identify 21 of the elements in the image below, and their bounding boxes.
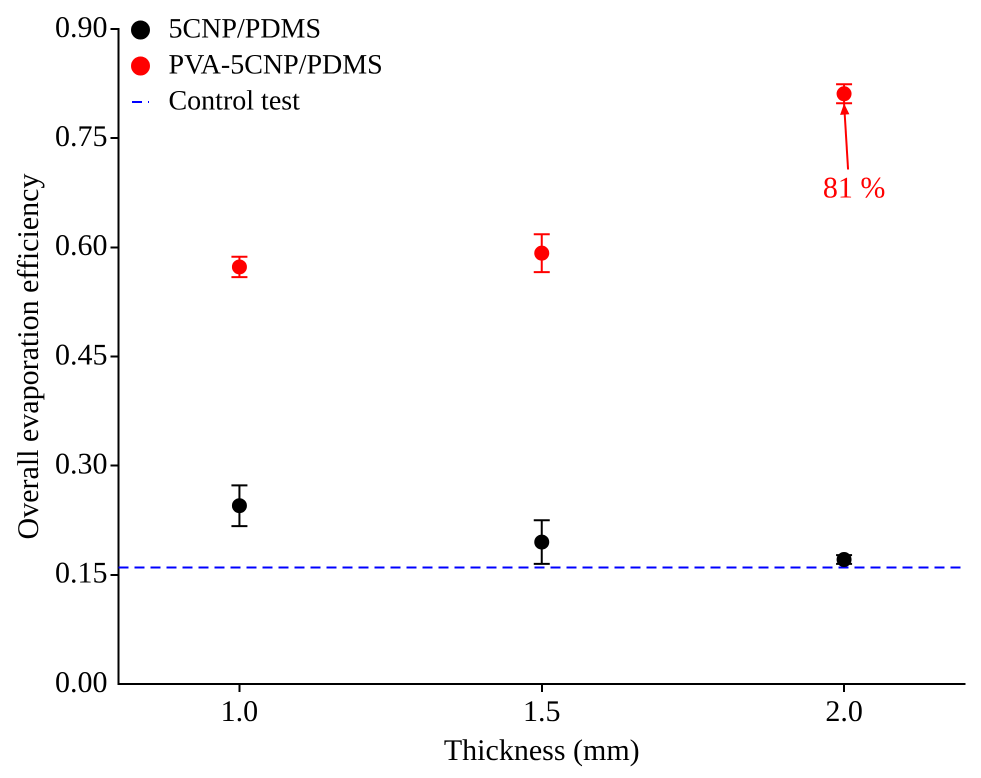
y-tick-label: 0.15 xyxy=(55,556,108,590)
point xyxy=(232,259,247,274)
x-tick-label: 2.0 xyxy=(825,694,863,728)
y-tick-label: 0.75 xyxy=(55,120,108,154)
x-tick-label: 1.0 xyxy=(220,694,258,728)
x-axis-title: Thickness (mm) xyxy=(444,734,640,767)
y-axis-title: Overall evaporation efficiency xyxy=(12,174,45,540)
legend-label: 5CNP/PDMS xyxy=(168,13,322,44)
y-tick-label: 0.45 xyxy=(55,338,108,372)
annotation: 81 % xyxy=(822,171,886,204)
point xyxy=(534,246,550,261)
y-tick-label: 0.00 xyxy=(55,666,108,699)
legend-label: Control test xyxy=(168,85,300,116)
y-tick-label: 0.60 xyxy=(55,229,108,262)
point xyxy=(836,552,852,568)
legend-label: PVA-5CNP/PDMS xyxy=(168,49,383,80)
point xyxy=(232,498,247,514)
y-tick-label: 0.30 xyxy=(55,448,108,481)
x-tick-label: 1.5 xyxy=(523,694,560,728)
y-tick-label: 0.90 xyxy=(55,10,108,44)
point xyxy=(534,534,550,550)
